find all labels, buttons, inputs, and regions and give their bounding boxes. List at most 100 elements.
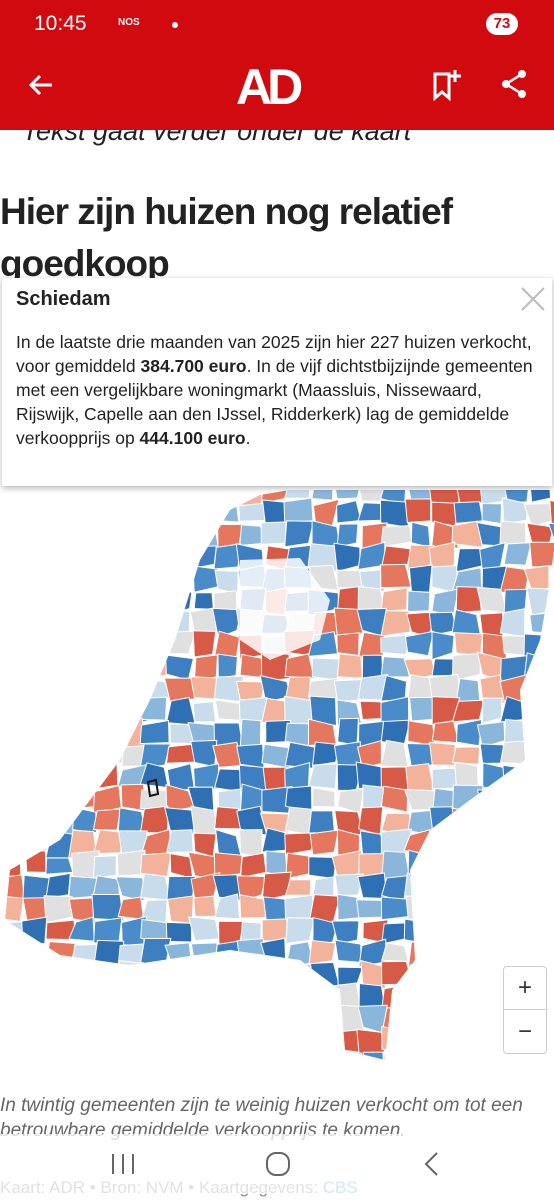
zoom-out[interactable]: − (517, 1018, 532, 1045)
municipality (5, 524, 26, 548)
back-nav-button[interactable] (422, 1150, 442, 1178)
municipality (380, 587, 408, 613)
municipality (193, 1027, 218, 1055)
municipality (92, 607, 121, 637)
municipality (121, 1048, 142, 1060)
municipality (451, 520, 484, 548)
municipality (525, 1072, 552, 1080)
municipality (19, 943, 46, 963)
municipality (501, 497, 529, 525)
share-button[interactable] (498, 68, 530, 100)
municipality (92, 567, 118, 592)
municipality (166, 959, 196, 991)
bookmark-button[interactable] (430, 68, 464, 102)
municipality (92, 520, 122, 547)
municipality (336, 499, 362, 524)
close-button[interactable] (520, 286, 546, 312)
recents-button[interactable] (110, 1152, 136, 1176)
municipality (284, 832, 316, 856)
municipality (21, 745, 49, 765)
municipality (214, 569, 239, 595)
municipality (523, 633, 554, 657)
municipality (70, 585, 95, 617)
municipality (67, 745, 99, 770)
municipality (236, 1004, 268, 1033)
municipality (68, 764, 98, 790)
municipality (524, 938, 554, 965)
municipality (403, 1008, 431, 1030)
municipality (238, 502, 268, 522)
municipality (44, 522, 76, 544)
municipality (45, 719, 76, 746)
municipality (260, 521, 287, 545)
municipality (5, 741, 28, 765)
municipality (71, 982, 96, 1009)
municipality (211, 607, 243, 639)
municipality (547, 919, 554, 943)
tooltip: Schiedam In de laatste drie maanden van … (2, 278, 552, 486)
municipality (44, 673, 77, 701)
municipality (500, 872, 532, 901)
municipality (190, 805, 219, 836)
municipality (432, 1047, 458, 1060)
municipality (451, 652, 481, 682)
municipality (68, 1005, 94, 1032)
municipality (429, 1008, 459, 1033)
municipality (529, 541, 554, 568)
municipality (45, 857, 74, 875)
municipality (92, 808, 122, 831)
municipality (5, 941, 28, 968)
municipality (140, 983, 168, 1012)
municipality (67, 608, 101, 635)
municipality (91, 1026, 124, 1056)
municipality (5, 812, 25, 833)
home-button[interactable] (264, 1150, 292, 1178)
zoom-in[interactable]: + (504, 967, 546, 1010)
municipality (526, 587, 554, 617)
municipality (265, 984, 290, 1013)
municipality (432, 917, 461, 946)
municipality (67, 651, 100, 681)
municipality (260, 937, 287, 968)
municipality (139, 805, 169, 834)
municipality (456, 983, 483, 1010)
municipality (307, 677, 339, 700)
municipality (92, 745, 124, 766)
municipality (21, 698, 50, 723)
municipality (139, 743, 171, 769)
municipality (382, 1070, 407, 1080)
municipality (548, 1049, 554, 1060)
municipality (454, 898, 485, 921)
municipality (356, 1028, 386, 1057)
municipality (117, 896, 145, 921)
municipality (21, 566, 52, 593)
municipality (193, 895, 217, 917)
municipality (479, 872, 507, 902)
municipality (362, 1051, 385, 1060)
municipality (547, 940, 554, 962)
municipality (523, 652, 554, 681)
municipality (167, 1027, 191, 1052)
municipality (21, 630, 52, 657)
municipality (165, 654, 194, 681)
municipality (44, 700, 73, 724)
municipality (432, 1028, 456, 1051)
municipality (239, 718, 262, 749)
municipality (476, 721, 506, 748)
municipality (337, 787, 365, 814)
municipality (284, 963, 311, 986)
municipality (5, 765, 23, 790)
municipality (140, 961, 170, 988)
municipality (331, 982, 361, 1010)
municipality (407, 941, 436, 969)
municipality (336, 632, 360, 657)
tooltip-body: In de laatste drie maanden van 2025 zijn… (16, 330, 536, 450)
municipality (91, 505, 124, 524)
municipality (283, 497, 314, 523)
municipality (213, 500, 240, 523)
choropleth-map[interactable] (0, 480, 554, 1080)
back-button[interactable] (26, 70, 56, 100)
status-bar: 10:45 NOS 73 (0, 0, 554, 50)
municipality (452, 876, 484, 901)
municipality (481, 503, 503, 525)
